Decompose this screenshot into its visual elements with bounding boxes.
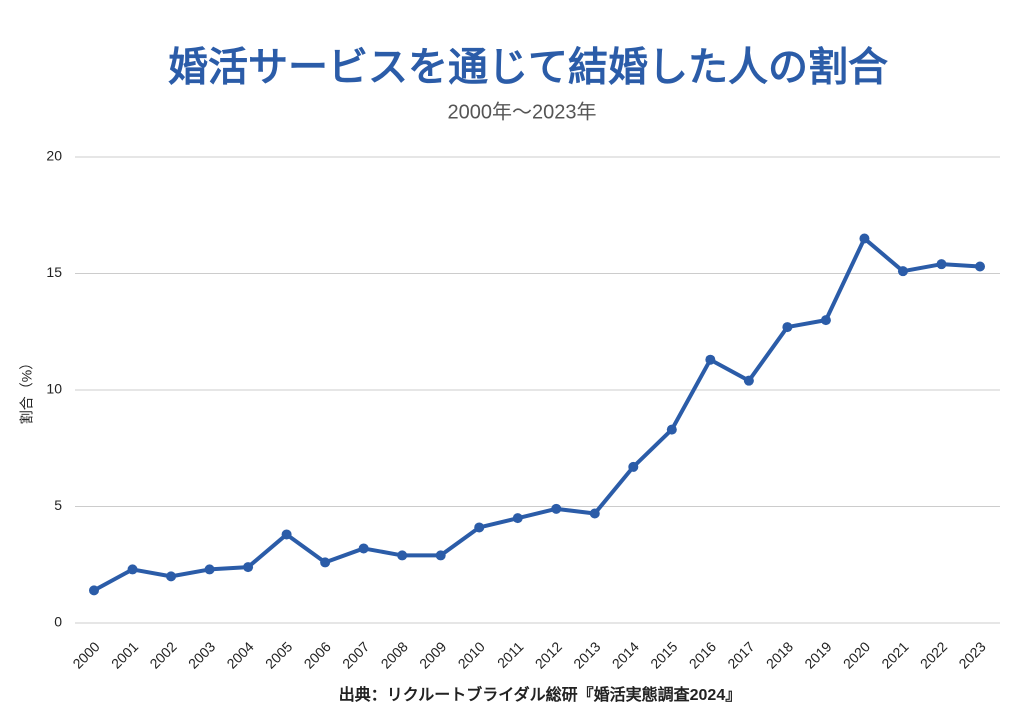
data-point [666, 424, 677, 435]
data-point [127, 564, 138, 575]
data-point [628, 461, 639, 472]
data-point [859, 233, 870, 244]
data-point [243, 562, 254, 573]
source-note: 出典：リクルートブライダル総研『婚活実態調査2024』 [339, 685, 741, 704]
chart-title: 婚活サービスを通じて結婚した人の割合 [168, 46, 888, 90]
x-tick-label: 2011 [494, 638, 527, 671]
data-point [897, 266, 908, 277]
x-tick-label: 2020 [840, 638, 873, 671]
y-tick-label: 15 [46, 264, 62, 280]
x-tick-label: 2001 [108, 638, 141, 671]
x-tick-label: 2018 [763, 638, 796, 671]
x-tick-label: 2015 [647, 638, 680, 671]
data-point [743, 375, 754, 386]
data-point [975, 261, 985, 272]
data-point [551, 503, 562, 514]
x-tick-label: 2021 [878, 638, 911, 671]
data-point [474, 522, 485, 533]
x-tick-label: 2007 [339, 638, 372, 671]
data-point [705, 354, 716, 365]
data-point [589, 508, 600, 519]
data-point [281, 529, 292, 540]
data-point [320, 557, 331, 568]
data-point [820, 315, 831, 326]
data-point [89, 585, 99, 596]
x-tick-label: 2002 [146, 638, 179, 671]
data-point [358, 543, 369, 554]
x-tick-label: 2014 [609, 638, 642, 671]
data-point [936, 259, 947, 270]
data-point [782, 322, 793, 333]
x-tick-label: 2017 [724, 638, 757, 671]
y-tick-label: 20 [46, 148, 62, 164]
x-tick-label: 2003 [185, 638, 218, 671]
x-tick-label: 2008 [378, 638, 411, 671]
data-point [397, 550, 408, 561]
data-point [166, 571, 177, 582]
x-tick-label: 2013 [570, 638, 603, 671]
x-tick-label: 2006 [301, 638, 334, 671]
x-tick-label: 2023 [955, 638, 988, 671]
x-tick-label: 2005 [262, 638, 295, 671]
x-tick-label: 2009 [416, 638, 449, 671]
x-tick-label: 2012 [532, 638, 565, 671]
data-point [204, 564, 215, 575]
x-tick-label: 2004 [223, 638, 256, 671]
y-tick-label: 10 [46, 381, 62, 397]
x-tick-label: 2019 [801, 638, 834, 671]
x-tick-label: 2022 [917, 638, 950, 671]
x-tick-label: 2000 [69, 638, 102, 671]
data-point [435, 550, 446, 561]
chart-subtitle: 2000年〜2023年 [448, 100, 597, 123]
y-tick-label: 0 [54, 614, 62, 630]
y-tick-label: 5 [54, 497, 62, 513]
y-axis-label: 割合（%） [19, 356, 35, 424]
x-tick-label: 2010 [455, 638, 488, 671]
x-tick-label: 2016 [686, 638, 719, 671]
data-point [512, 513, 523, 524]
data-line [93, 236, 981, 593]
